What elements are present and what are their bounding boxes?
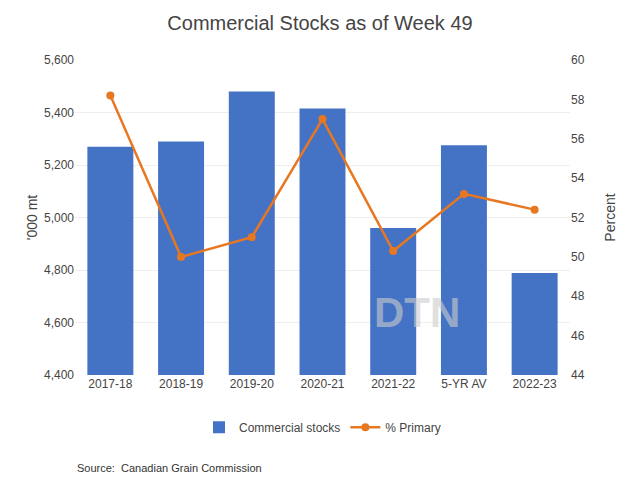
svg-text:Commercial stocks: Commercial stocks (239, 421, 340, 435)
svg-text:2020-21: 2020-21 (300, 377, 344, 391)
svg-text:5,400: 5,400 (44, 106, 74, 120)
svg-text:60: 60 (571, 53, 585, 67)
svg-text:50: 50 (571, 250, 585, 264)
svg-text:52: 52 (571, 211, 585, 225)
svg-text:4,600: 4,600 (44, 316, 74, 330)
svg-text:5,000: 5,000 (44, 211, 74, 225)
svg-text:2022-23: 2022-23 (513, 377, 557, 391)
svg-text:2017-18: 2017-18 (88, 377, 132, 391)
svg-text:48: 48 (571, 289, 585, 303)
svg-text:DTN: DTN (374, 289, 460, 336)
svg-text:Source: Canadian Grain Commis: Source: Canadian Grain Commission (77, 462, 262, 474)
svg-text:56: 56 (571, 132, 585, 146)
svg-text:5,600: 5,600 (44, 53, 74, 67)
svg-text:4,400: 4,400 (44, 368, 74, 382)
svg-text:46: 46 (571, 329, 585, 343)
svg-text:5-YR AV: 5-YR AV (441, 377, 486, 391)
svg-text:5,200: 5,200 (44, 158, 74, 172)
svg-text:4,800: 4,800 (44, 263, 74, 277)
svg-text:Commercial Stocks as of Week 4: Commercial Stocks as of Week 49 (167, 12, 472, 34)
svg-text:44: 44 (571, 368, 585, 382)
svg-text:58: 58 (571, 93, 585, 107)
svg-text:2021-22: 2021-22 (371, 377, 415, 391)
svg-text:2019-20: 2019-20 (230, 377, 274, 391)
svg-text:% Primary: % Primary (385, 421, 440, 435)
svg-text:'000 mt: '000 mt (24, 195, 40, 241)
svg-text:2018-19: 2018-19 (159, 377, 203, 391)
svg-text:Percent: Percent (602, 193, 618, 241)
svg-text:54: 54 (571, 171, 585, 185)
